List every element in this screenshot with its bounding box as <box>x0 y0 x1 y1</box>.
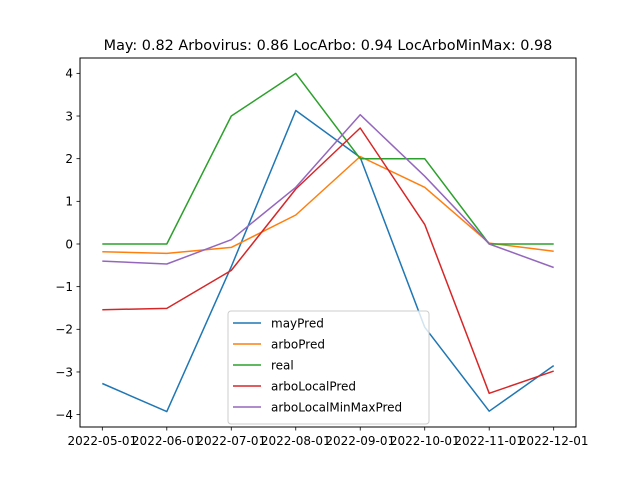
legend-label: arboPred <box>271 337 325 351</box>
legend: mayPred arboPred real arboLocalPred arboLoca… <box>227 310 430 425</box>
series-line-arboLocalPred <box>102 127 554 395</box>
x-tick-label: 2022-08-01 <box>261 434 331 448</box>
plot-lines <box>102 72 555 413</box>
series-line-arboLocalMinMaxPred <box>102 113 554 269</box>
y-tick-label: −4 <box>55 408 73 422</box>
y-tick-label: −1 <box>55 280 73 294</box>
series-line-arboPred <box>102 155 554 255</box>
x-tick-label: 2022-07-01 <box>196 434 266 448</box>
y-tick-label: −3 <box>55 365 73 379</box>
legend-label: arboLocalMinMaxPred <box>271 400 402 414</box>
y-tick-label: 0 <box>65 237 73 251</box>
x-tick-label: 2022-12-01 <box>519 434 589 448</box>
x-tick-label: 2022-11-01 <box>454 434 524 448</box>
legend-label: arboLocalPred <box>271 379 356 393</box>
legend-label: real <box>271 358 294 372</box>
y-tick-label: 1 <box>65 195 73 209</box>
x-tick-label: 2022-06-01 <box>132 434 202 448</box>
x-tick-label: 2022-09-01 <box>325 434 395 448</box>
x-tick-label: 2022-10-01 <box>390 434 460 448</box>
x-tick-label: 2022-05-01 <box>67 434 137 448</box>
chart-title: May: 0.82 Arbovirus: 0.86 LocArbo: 0.94 … <box>104 38 553 54</box>
y-tick-label: 2 <box>65 152 73 166</box>
plot-frame <box>79 57 577 428</box>
y-tick-label: 3 <box>65 109 73 123</box>
y-tick-label: 4 <box>65 67 73 81</box>
series-line-mayPred <box>102 109 555 413</box>
y-tick-label: −2 <box>55 323 73 337</box>
legend-box <box>227 310 430 425</box>
series-line-real <box>102 72 554 245</box>
x-axis: 2022-05-012022-06-012022-07-012022-08-01… <box>67 427 589 448</box>
legend-label: mayPred <box>271 316 324 330</box>
y-axis: −4 −3 −2 −1 0 1 2 3 4 <box>55 67 80 422</box>
